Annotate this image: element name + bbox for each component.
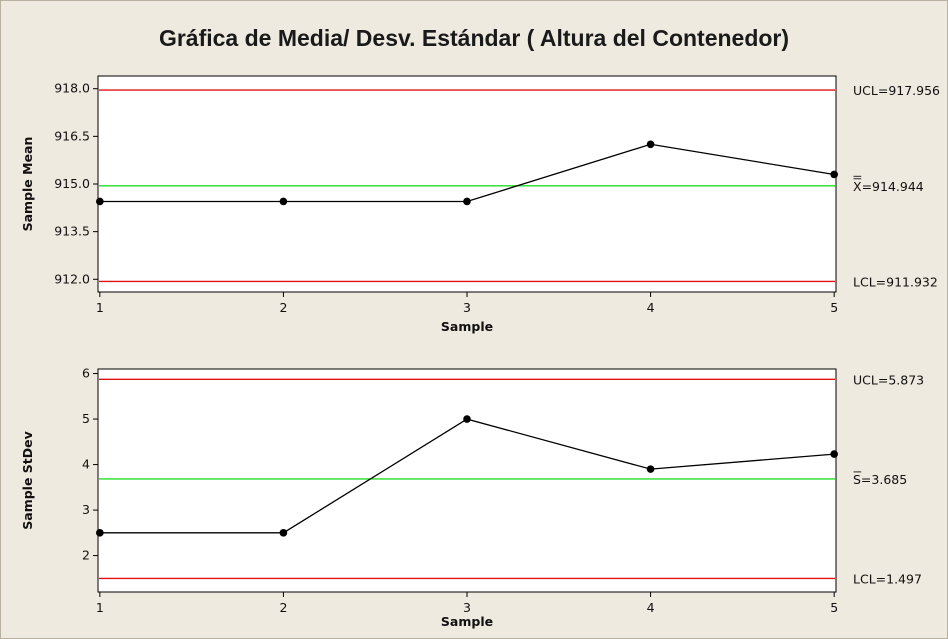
y-tick-label: 918.0: [54, 81, 90, 96]
data-point: [463, 415, 471, 423]
y-axis-label: Sample StDev: [20, 431, 35, 530]
data-point: [96, 197, 104, 206]
chart-panel-2: 2 3 4 5 6 1 2 3 4 5 Sample Sample StDev UCL=5.873 S=3…: [20, 366, 924, 629]
x-tick-label: 3: [463, 600, 471, 615]
y-tick-label: 5: [82, 411, 90, 426]
y-tick-label: 6: [82, 366, 90, 381]
data-point: [830, 170, 838, 179]
x-tick-label: 1: [96, 600, 104, 615]
x-tick-label: 2: [279, 600, 287, 615]
x-axis-label: Sample: [441, 614, 493, 629]
y-tick-label: 915.0: [54, 176, 90, 191]
y-tick-label: 3: [82, 502, 90, 517]
ucl-label: UCL=917.956: [853, 83, 940, 98]
data-point: [646, 140, 655, 149]
ucl-label: UCL=5.873: [853, 372, 924, 387]
data-point: [279, 197, 288, 206]
x-tick-label: 5: [830, 600, 838, 615]
data-point: [463, 197, 471, 206]
x-tick-label: 4: [647, 300, 655, 315]
data-point: [646, 465, 655, 473]
plot-area: [97, 368, 837, 593]
data-point: [830, 450, 838, 458]
center-label: X=914.944: [853, 179, 924, 194]
x-tick-label: 3: [463, 300, 471, 315]
chart-title: Gráfica de Media/ Desv. Estándar ( Altur…: [158, 25, 790, 51]
x-tick-label: 1: [96, 300, 104, 315]
y-tick-label: 4: [82, 457, 90, 472]
y-tick-label: 912.0: [54, 271, 90, 286]
x-axis-label: Sample: [441, 319, 493, 334]
x-tick-label: 5: [830, 300, 838, 315]
lcl-label: LCL=911.932: [853, 274, 938, 289]
x-tick-label: 2: [279, 300, 287, 315]
lcl-label: LCL=1.497: [853, 571, 922, 586]
y-tick-label: 913.5: [54, 224, 90, 239]
y-tick-label: 916.5: [54, 128, 90, 143]
chart-panel-1: 912.0 913.5 915.0 916.5 918.0 1 2 3 4 5 Sample Samp…: [20, 75, 940, 334]
x-tick-label: 4: [647, 600, 655, 615]
center-label: S=3.685: [853, 472, 907, 487]
y-axis-label: Sample Mean: [20, 137, 35, 232]
data-point: [279, 529, 288, 537]
data-point: [96, 529, 104, 537]
y-tick-label: 2: [82, 548, 90, 563]
plot-area: [97, 75, 837, 293]
